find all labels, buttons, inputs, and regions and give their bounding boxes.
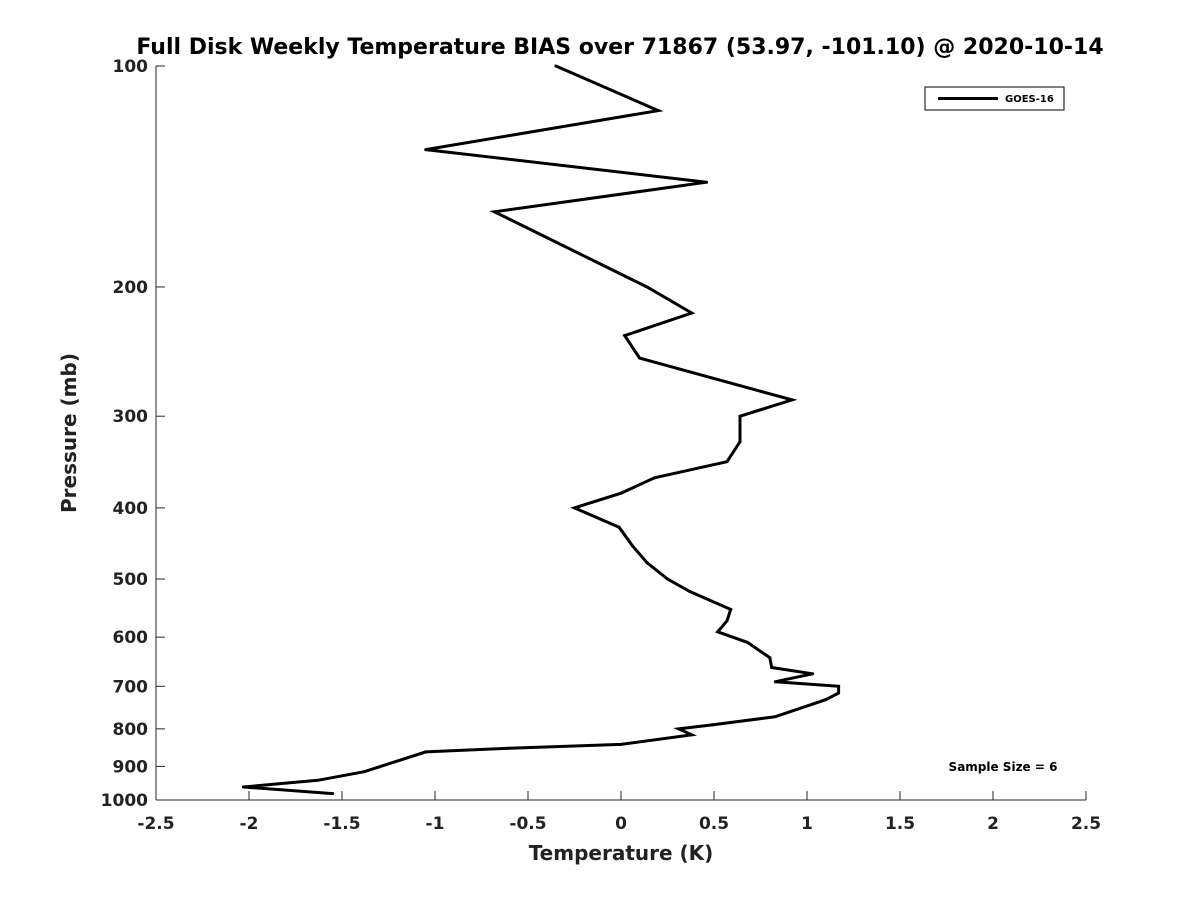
x-tick-label: 0.5 [699,814,729,834]
data-point [331,792,335,796]
y-tick-label: 900 [113,757,149,777]
data-point [768,656,772,660]
x-tick-label: -2 [240,814,259,834]
y-tick-label: 200 [113,278,149,298]
data-point [623,334,627,338]
y-tick-label: 600 [113,628,149,648]
series-points [241,64,841,796]
y-ticks: 100 200 300 400 500 600 700 800 900 1000 [101,57,165,811]
data-point [738,414,742,418]
y-axis-label: Pressure (mb) [57,353,81,513]
data-point [688,590,692,594]
data-point [837,691,841,695]
data-point [241,785,245,789]
data-point [645,561,649,565]
data-point [705,180,709,184]
y-tick-label: 800 [113,720,149,740]
data-point [710,723,714,727]
series-line-goes-16 [243,64,841,796]
legend-label-goes-16: GOES-16 [1005,94,1054,105]
data-point [811,672,815,676]
data-point [773,680,777,684]
x-tick-label: -1 [426,814,445,834]
data-point [652,476,656,480]
data-point [392,760,396,764]
y-tick-label: 300 [113,407,149,427]
data-point [362,770,366,774]
data-point [738,440,742,444]
y-tick-label: 100 [113,57,149,77]
plot-area: -2.5 -2 -1.5 -1 -0.5 0 0.5 1 1.5 2 2.5 100 200 300 40… [101,57,1101,834]
legend: GOES-16 [924,86,1065,111]
chart-title: Full Disk Weekly Temperature BIAS over 7… [136,35,1103,60]
x-ticks: -2.5 -2 -1.5 -1 -0.5 0 0.5 1 1.5 2 2.5 [137,791,1101,834]
data-point [773,715,777,719]
data-point [617,525,621,529]
data-point [656,109,660,113]
data-point [690,311,694,315]
data-point [716,630,720,634]
data-point [770,666,774,670]
data-point [507,746,511,750]
data-point [573,506,576,510]
data-point [638,356,642,360]
data-point [424,148,428,152]
data-point [493,210,497,214]
sample-size-annotation: Sample Size = 6 [949,760,1058,774]
data-point [824,698,828,702]
x-tick-label: 1 [801,814,813,834]
x-tick-label: 0 [615,814,627,834]
x-tick-label: -2.5 [137,814,174,834]
x-axis-label: Temperature (K) [529,841,714,865]
data-point [745,640,749,644]
data-point [630,543,634,547]
data-point [677,727,681,731]
y-tick-label: 1000 [101,791,148,811]
x-tick-label: 1.5 [885,814,915,834]
data-point [424,750,428,754]
data-point [725,619,729,623]
data-point [666,577,669,581]
data-point [554,64,558,68]
data-point [316,778,320,782]
data-point [690,733,694,737]
data-point [619,742,623,746]
data-point [729,607,733,611]
data-point [790,398,794,402]
x-tick-label: -1.5 [323,814,360,834]
x-tick-label: 2 [987,814,999,834]
y-tick-label: 500 [113,570,149,590]
y-tick-label: 400 [113,499,149,519]
y-tick-label: 700 [113,677,149,697]
x-tick-label: 2.5 [1071,814,1101,834]
data-point [619,491,623,495]
x-tick-label: -0.5 [509,814,546,834]
data-point [645,285,649,289]
data-point [837,684,841,688]
data-point [725,460,729,464]
